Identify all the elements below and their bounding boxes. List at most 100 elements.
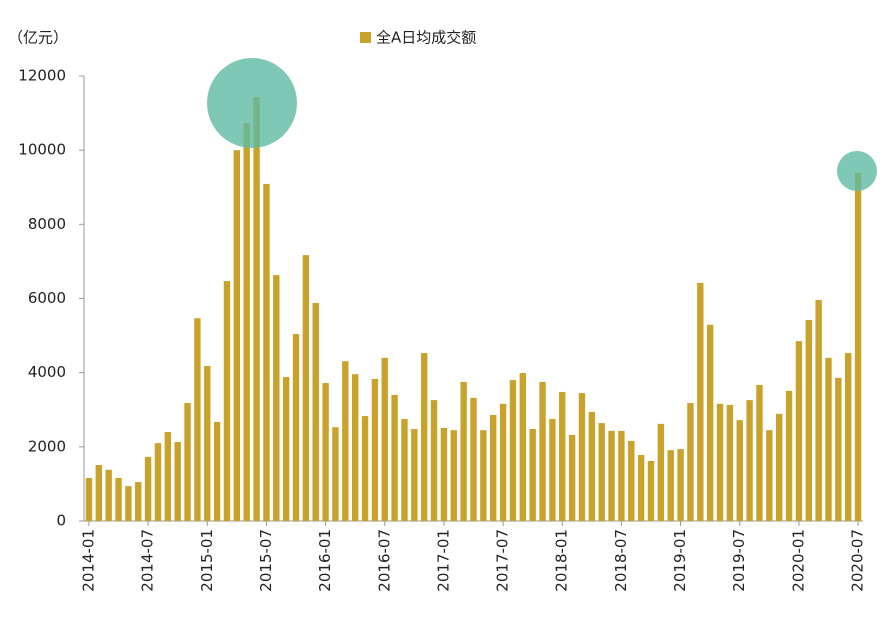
bar <box>194 318 201 521</box>
bar <box>204 365 211 521</box>
bar <box>253 97 260 521</box>
bar <box>519 373 527 521</box>
bar <box>697 282 704 521</box>
bar <box>440 427 448 521</box>
y-tick-label: 2000 <box>28 437 66 455</box>
bar <box>529 429 536 521</box>
bar <box>213 421 221 521</box>
bar <box>588 411 596 521</box>
bar <box>706 324 714 521</box>
x-tick-label: 2018-01 <box>553 529 571 592</box>
y-tick-label: 0 <box>56 512 66 530</box>
bar <box>608 430 615 521</box>
bar <box>628 440 635 521</box>
bar <box>795 341 803 521</box>
unit-label: （亿元） <box>8 29 68 47</box>
bar <box>845 353 852 521</box>
bar <box>144 456 152 521</box>
bar <box>371 378 379 521</box>
bar <box>775 413 783 521</box>
bar <box>785 390 793 521</box>
x-tick-label: 2018-07 <box>612 529 630 592</box>
x-tick-label: 2015-07 <box>257 529 275 592</box>
bar <box>302 255 310 522</box>
bar <box>746 400 753 521</box>
y-tick-label: 4000 <box>28 363 66 381</box>
bar <box>657 423 665 521</box>
bar <box>805 320 812 521</box>
legend-swatch <box>360 32 371 43</box>
bar <box>637 454 645 521</box>
bar <box>342 361 349 521</box>
y-tick-label: 8000 <box>28 215 66 233</box>
bar <box>825 357 832 521</box>
bar <box>598 423 605 521</box>
bar <box>263 183 270 521</box>
x-tick-label: 2020-01 <box>789 529 807 592</box>
bar <box>835 377 842 521</box>
bar <box>115 477 122 521</box>
y-tick-label: 10000 <box>18 141 66 159</box>
bar <box>361 416 369 521</box>
bar <box>154 443 162 521</box>
bar <box>618 430 625 521</box>
bar <box>164 432 172 521</box>
bar <box>480 430 487 521</box>
bar <box>273 275 280 521</box>
x-tick-label: 2015-01 <box>198 529 216 592</box>
bar <box>549 419 556 521</box>
bar <box>460 381 467 521</box>
bar <box>135 482 142 521</box>
bar <box>105 469 112 521</box>
x-tick-label: 2020-07 <box>849 529 867 592</box>
bar <box>351 374 359 521</box>
bar <box>490 414 497 521</box>
bar <box>282 377 290 521</box>
bar <box>568 434 576 521</box>
bar <box>95 465 102 521</box>
bar <box>578 393 586 521</box>
bar <box>430 400 438 521</box>
bar <box>292 334 300 521</box>
x-tick-label: 2016-01 <box>316 529 334 592</box>
bar <box>687 403 694 521</box>
bar <box>716 403 724 521</box>
legend-label: 全A日均成交额 <box>376 29 476 47</box>
bar <box>184 403 191 521</box>
bar <box>125 486 132 521</box>
bar <box>854 172 862 521</box>
x-tick-label: 2019-07 <box>730 529 748 592</box>
bar <box>756 384 763 521</box>
bar <box>499 403 507 521</box>
x-tick-label: 2016-07 <box>375 529 393 592</box>
bar <box>766 430 773 521</box>
bar <box>647 460 655 521</box>
bar <box>332 427 339 521</box>
bar <box>736 420 743 521</box>
bar <box>677 449 684 521</box>
y-tick-label: 12000 <box>18 67 66 85</box>
bar <box>322 383 329 521</box>
x-tick-label: 2014-01 <box>79 529 97 592</box>
x-tick-label: 2017-01 <box>434 529 452 592</box>
bar <box>243 123 250 522</box>
bar <box>450 430 457 521</box>
highlight-circle <box>207 58 297 148</box>
bar <box>401 419 408 521</box>
bar <box>233 150 241 521</box>
bar <box>509 380 517 521</box>
bar <box>381 357 388 521</box>
bar <box>815 299 822 521</box>
bar <box>420 353 428 521</box>
highlight-circle <box>837 151 877 191</box>
x-tick-label: 2017-07 <box>494 529 512 592</box>
bar <box>667 450 674 521</box>
bar <box>85 477 93 521</box>
x-tick-label: 2019-01 <box>671 529 689 592</box>
x-tick-label: 2014-07 <box>139 529 157 592</box>
bar <box>411 429 418 521</box>
bar <box>312 302 319 521</box>
bar <box>559 391 566 521</box>
bar <box>174 442 181 521</box>
